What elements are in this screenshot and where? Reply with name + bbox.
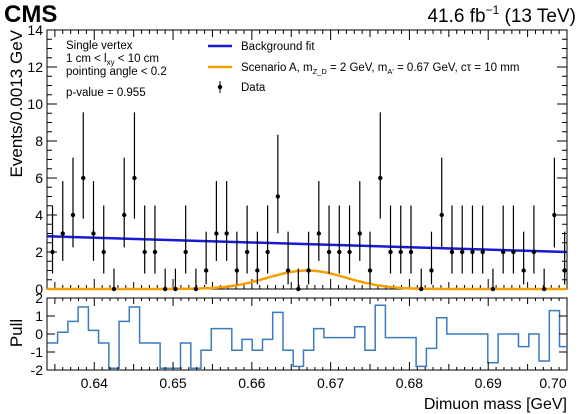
data-point: [142, 249, 147, 255]
x-tick-label: 0.70: [539, 375, 566, 391]
luminosity-label: 41.6 fb−1 (13 TeV): [427, 3, 576, 27]
y-tick-label: 8: [35, 133, 43, 149]
data-point: [460, 249, 465, 255]
data-point: [378, 175, 383, 181]
data-point: [541, 286, 547, 292]
data-point: [531, 249, 537, 255]
data-point: [470, 249, 475, 255]
x-tick-label: 0.64: [81, 375, 108, 391]
data-point: [388, 249, 393, 255]
data-point: [265, 249, 270, 255]
pull-y-tick-label: 1: [35, 308, 43, 324]
data-point: [244, 249, 250, 255]
data-point: [521, 268, 526, 273]
x-axis-label: Dimuon mass [GeV]: [424, 396, 567, 413]
data-point: [429, 268, 434, 273]
p-value-label: p-value = 0.955: [66, 87, 146, 99]
pull-plot-content: [47, 304, 567, 369]
cms-label: CMS: [4, 1, 57, 28]
x-tick-label: 0.67: [317, 375, 344, 391]
data-point: [500, 249, 506, 255]
y-tick-label: 0: [35, 281, 43, 297]
data-point: [408, 249, 414, 255]
data-point: [255, 268, 260, 273]
pull-y-tick-label: -1: [31, 344, 44, 360]
data-point: [183, 249, 188, 255]
data-point: [122, 212, 127, 218]
data-point: [173, 286, 178, 292]
y-axis-label: Events/0.0013 GeV: [7, 29, 26, 177]
legend-data-label: Data: [241, 82, 266, 94]
data-point: [193, 286, 199, 292]
data-point: [337, 249, 342, 255]
data-point: [285, 268, 291, 273]
x-tick-label: 0.66: [238, 375, 265, 391]
data-point: [162, 286, 168, 292]
pull-axis-label: Pull: [7, 319, 26, 347]
selection-line-1: Single vertex: [66, 40, 133, 52]
data-point: [480, 249, 485, 255]
data-point: [132, 175, 137, 181]
y-tick-label: 6: [35, 170, 43, 186]
y-tick-label: 14: [27, 22, 43, 38]
data-point: [552, 212, 557, 218]
data-point: [439, 212, 444, 218]
data-point: [449, 249, 455, 255]
data-point: [101, 249, 106, 255]
data-point: [562, 268, 567, 273]
data-point: [70, 212, 76, 218]
data-point: [152, 249, 158, 255]
selection-line-2: 1 cm < lxy < 10 cm: [66, 53, 159, 67]
background-fit-line: [46, 235, 568, 254]
data-point: [81, 175, 86, 181]
data-point: [367, 268, 373, 273]
data-point: [511, 249, 516, 255]
data-point: [419, 286, 424, 292]
data-point: [398, 249, 403, 255]
pull-y-tick-label: 2: [35, 290, 43, 306]
legend-background-label: Background fit: [241, 41, 315, 53]
pull-y-tick-label: 0: [35, 326, 43, 342]
pull-x-axis: 0.64 0.65 0.66 0.67 0.68 0.69 0.70: [54, 298, 568, 391]
data-point: [111, 286, 117, 292]
data-point: [347, 249, 352, 255]
data-point: [91, 231, 96, 236]
data-point: [50, 249, 55, 255]
data-point: [203, 268, 209, 273]
selection-line-3: pointing angle < 0.2: [66, 66, 167, 78]
legend-signal-label: Scenario A, mZ_D = 2 GeV, mA' = 0.67 GeV…: [241, 62, 519, 76]
x-tick-label: 0.68: [396, 375, 423, 391]
pull-y-tick-label: -2: [31, 362, 44, 378]
data-point: [224, 231, 229, 236]
legend: Background fit Scenario A, mZ_D = 2 GeV,…: [208, 41, 519, 94]
data-point: [490, 286, 496, 292]
data-point: [296, 286, 301, 292]
selection-text: Single vertex 1 cm < lxy < 10 cm pointin…: [66, 40, 167, 99]
main-plot-content: [46, 112, 568, 292]
x-tick-label: 0.65: [159, 375, 186, 391]
main-y-axis: 0 2 4 6 8 10 12 14: [27, 22, 567, 297]
data-point: [357, 231, 362, 236]
pull-histogram: [47, 304, 567, 369]
data-point: [326, 249, 332, 255]
data-point: [306, 268, 311, 273]
x-tick-label: 0.69: [475, 375, 502, 391]
pull-plot-frame: [46, 297, 568, 371]
legend-data-marker: [217, 84, 223, 90]
pull-y-axis: -2 -1 0 1 2: [31, 290, 567, 378]
data-point: [275, 194, 281, 199]
y-tick-label: 10: [27, 96, 43, 112]
y-tick-label: 2: [35, 244, 43, 260]
data-point: [316, 231, 322, 236]
data-point: [214, 231, 219, 236]
data-point: [234, 268, 240, 273]
y-tick-label: 12: [27, 59, 43, 75]
data-point: [60, 231, 65, 236]
y-tick-label: 4: [35, 207, 43, 223]
